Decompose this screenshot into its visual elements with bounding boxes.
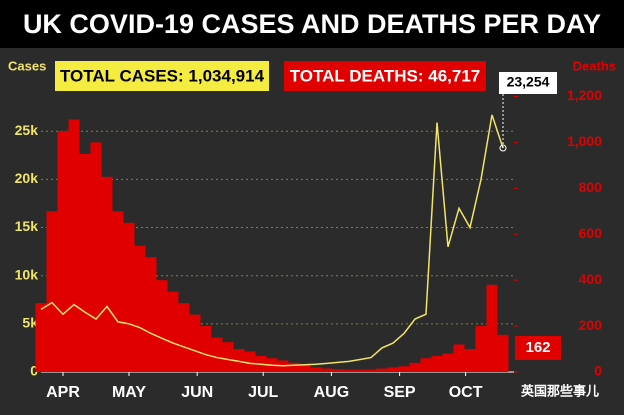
y2-tick-label: 600	[579, 225, 603, 241]
death-bar	[222, 342, 234, 372]
death-bar	[101, 176, 113, 372]
death-bar	[134, 245, 146, 372]
death-bar	[310, 367, 322, 372]
plot: 0 5k 10k 15k 20k 25k 0 200 400 600 800 1,000 1,200 AP…	[15, 72, 603, 401]
death-bar	[156, 280, 168, 372]
x-tick-label: APR	[46, 384, 80, 401]
death-bar	[475, 326, 487, 372]
death-bar	[431, 355, 443, 372]
annotation-box	[284, 61, 486, 91]
death-bar	[486, 284, 498, 372]
death-bar	[178, 303, 190, 372]
death-bar	[35, 303, 47, 372]
death-bar	[464, 349, 476, 372]
annotation: TOTAL DEATHS: 46,717	[290, 66, 481, 85]
death-bar	[453, 344, 465, 372]
death-bar	[211, 337, 223, 372]
death-bar	[167, 291, 179, 372]
death-bar	[420, 358, 432, 372]
death-bar	[123, 222, 135, 372]
value-label: 162	[525, 339, 550, 356]
y-tick-label: 10k	[15, 266, 39, 282]
death-bar	[299, 365, 311, 372]
death-bar	[189, 314, 201, 372]
death-bar	[387, 367, 399, 372]
y-tick-label: 5k	[22, 315, 38, 331]
death-bar	[79, 153, 91, 372]
watermark: 英国那些事儿	[520, 383, 599, 398]
y2-axis-label: Deaths	[573, 58, 616, 73]
y2-tick-label: 1,200	[567, 87, 602, 103]
annotation: TOTAL CASES: 1,034,914	[60, 66, 265, 85]
x-tick-label: MAY	[112, 384, 146, 401]
end-point	[499, 144, 507, 152]
death-bar	[376, 368, 388, 372]
case-line	[40, 114, 504, 367]
value-label-box	[499, 72, 557, 94]
x-tick-label: SEP	[384, 384, 416, 401]
y-tick-label: 0	[30, 363, 38, 379]
death-bar	[332, 369, 344, 372]
annotation-box	[55, 61, 269, 91]
y-tick-label: 25k	[15, 122, 39, 138]
y2-tick-label: 1,000	[567, 133, 602, 149]
death-bar	[343, 369, 355, 372]
death-bar	[57, 130, 69, 372]
death-bar	[354, 369, 366, 372]
y2-tick-label: 400	[579, 271, 603, 287]
x-tick-label: JUN	[181, 384, 213, 401]
death-bar	[442, 353, 454, 372]
death-bar	[46, 211, 58, 372]
value-label: 23,254	[507, 74, 550, 90]
y-axis-label: Cases	[8, 58, 46, 73]
death-bar	[365, 369, 377, 372]
title-bar	[0, 0, 624, 48]
chart-title: UK COVID-19 CASES AND DEATHS PER DAY	[23, 9, 601, 39]
death-bar	[409, 362, 421, 372]
y-tick-label: 15k	[15, 218, 39, 234]
x-tick-label: OCT	[449, 384, 483, 401]
x-tick-label: AUG	[314, 384, 350, 401]
y-tick-label: 20k	[15, 170, 39, 186]
death-bar	[90, 142, 102, 372]
y2-tick-label: 200	[579, 317, 603, 333]
death-bar	[200, 326, 212, 372]
death-bar	[288, 362, 300, 372]
death-bar	[112, 211, 124, 372]
value-label-box	[515, 336, 561, 360]
y2-tick-label: 800	[579, 179, 603, 195]
death-bar	[398, 366, 410, 372]
death-bar	[145, 257, 157, 372]
death-bar	[244, 351, 256, 372]
death-bar	[68, 119, 80, 372]
y2-tick-label: 0	[594, 363, 602, 379]
death-bar	[321, 368, 333, 372]
death-bar	[497, 334, 509, 372]
x-tick-label: JUL	[248, 384, 278, 401]
death-bar	[233, 349, 245, 372]
